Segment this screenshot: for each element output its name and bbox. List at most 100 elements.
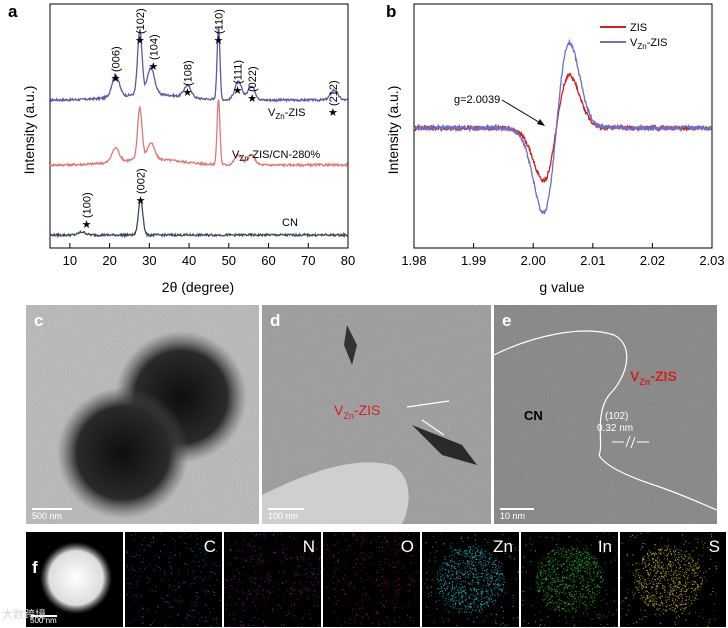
watermark: 大数跨境 — [2, 608, 46, 621]
xrd-plot-frame — [49, 3, 349, 249]
xrd-y-axis-label: Intensity (a.u.) — [21, 86, 37, 175]
svg-text:(104): (104) — [148, 34, 160, 60]
tem-image-d: d VZn-ZIS 100 nm — [262, 305, 491, 524]
scalebar-c — [32, 508, 72, 510]
panel-a-letter: a — [8, 2, 18, 21]
tem-c-render — [26, 305, 259, 524]
g-value-arrowhead — [537, 119, 545, 126]
svg-text:★: ★ — [247, 92, 257, 105]
haadf-f-render — [26, 532, 123, 627]
vzn-zis-label-d: VZn-ZIS — [334, 402, 381, 421]
haadf-image-f: f 500 nm — [26, 532, 123, 627]
vzn-zis-label-e: VZn-ZIS — [630, 368, 677, 387]
svg-text:(212): (212) — [328, 80, 340, 106]
eds-map-n: N — [224, 532, 321, 627]
xrd-x-tick-label: 30 — [142, 253, 156, 268]
xrd-x-axis-label: 2θ (degree) — [162, 279, 234, 295]
tem-d-render — [262, 305, 491, 524]
eds-map-dots — [422, 532, 519, 627]
lattice-spacing-label: 0.32 nm — [597, 423, 634, 434]
lattice-fringe-1 — [625, 435, 631, 448]
xrd-series-label-2: CN — [282, 217, 298, 229]
xrd-x-tick-label: 20 — [102, 253, 116, 268]
eds-map-in: In — [521, 532, 618, 627]
eds-map-dots — [620, 532, 717, 627]
svg-text:(100): (100) — [82, 192, 94, 218]
panel-c-letter: c — [34, 311, 44, 330]
svg-text:★: ★ — [82, 218, 92, 231]
svg-text:(002): (002) — [136, 168, 148, 194]
eds-map-label-s: S — [708, 537, 720, 556]
epr-x-tick-label: 2.02 — [640, 253, 665, 268]
epr-legend-label-1: VZn-ZIS — [630, 37, 667, 51]
xrd-series-line-1 — [49, 99, 349, 169]
g-value-arrow — [501, 99, 543, 125]
xrd-peak-annotation: ★(111) — [233, 60, 245, 97]
epr-x-tick-label: 2.03 — [699, 253, 724, 268]
eds-map-label-n: N — [302, 537, 315, 556]
epr-y-axis-label: Intensity (a.u.) — [385, 86, 401, 175]
xrd-x-tick-label: 80 — [341, 253, 355, 268]
hrtem-e-render — [494, 305, 717, 524]
xrd-series-label-0: VZn-ZIS — [268, 107, 305, 121]
epr-plot-frame — [413, 3, 713, 249]
svg-text:★: ★ — [111, 72, 121, 85]
hrtem-image-e: e CN VZn-ZIS (102) 0.32 nm 10 nm — [494, 305, 717, 524]
svg-text:★: ★ — [328, 106, 338, 119]
zis-cn-boundary — [494, 330, 717, 511]
svg-text:(022): (022) — [247, 66, 259, 92]
vzn-zis-arrows-d — [406, 400, 450, 436]
lattice-plane-label: (102) — [605, 411, 629, 422]
svg-text:(110): (110) — [213, 9, 225, 34]
xrd-x-tick-label: 60 — [261, 253, 275, 268]
xrd-x-tick-label: 70 — [301, 253, 315, 268]
svg-text:(006): (006) — [111, 46, 123, 72]
svg-text:★: ★ — [183, 86, 193, 99]
epr-chart: 1.98 1.99 2.00 2.01 2.02 2.03 ZIS VZn-ZIS g va… — [385, 3, 725, 295]
eds-map-zn: Zn — [422, 532, 519, 627]
svg-text:(102): (102) — [135, 8, 147, 34]
tem-d-flake — [412, 425, 477, 465]
epr-x-tick-label: 1.98 — [401, 253, 426, 268]
xrd-peak-annotation: ★(100) — [82, 192, 94, 231]
svg-text:★: ★ — [135, 34, 145, 47]
xrd-peak-annotation: ★(002) — [136, 168, 148, 207]
panel-b-letter: b — [386, 2, 397, 21]
panel-f-letter: f — [32, 558, 38, 577]
xrd-series-line-2 — [49, 197, 348, 239]
xrd-x-tick-label: 40 — [182, 253, 196, 268]
lattice-fringe-2 — [630, 436, 636, 449]
eds-map-label-zn: Zn — [493, 537, 513, 556]
eds-map-c: C — [125, 532, 222, 627]
eds-map-o: O — [323, 532, 420, 627]
xrd-peak-annotation: ★(212) — [328, 80, 340, 119]
svg-text:★: ★ — [214, 34, 224, 47]
scalebar-f-label: 500 nm — [30, 616, 57, 625]
tem-image-c: c 500 nm — [26, 305, 259, 524]
eds-map-label-c: C — [203, 537, 216, 556]
eds-map-dots — [125, 532, 222, 627]
xrd-peak-annotation: ★(102) — [135, 8, 147, 47]
nanoflower-lower — [57, 387, 189, 519]
epr-series-line-1 — [413, 38, 713, 215]
eds-map-label-in: In — [597, 537, 612, 556]
scalebar-d — [268, 508, 304, 510]
eds-map-dots — [323, 532, 420, 627]
scalebar-d-label: 100 nm — [268, 511, 299, 521]
epr-x-tick-label: 2.01 — [580, 253, 605, 268]
scalebar-e — [500, 508, 534, 510]
svg-text:(111): (111) — [233, 60, 245, 84]
svg-text:★: ★ — [233, 84, 243, 97]
cn-region-label: CN — [524, 408, 543, 423]
panel-e-letter: e — [502, 311, 512, 330]
svg-text:★: ★ — [148, 60, 158, 73]
xrd-series-label-1: VZn-ZIS/CN-280% — [232, 149, 320, 163]
epr-x-tick-label: 2.00 — [521, 253, 546, 268]
svg-text:★: ★ — [136, 194, 146, 207]
scalebar-e-label: 10 nm — [500, 511, 526, 521]
eds-map-dots — [224, 532, 321, 627]
xrd-peak-annotation: ★(022) — [247, 66, 259, 105]
g-value-annotation: g=2.0039 — [454, 94, 500, 106]
tem-d-flake-2 — [344, 325, 357, 365]
eds-map-dots — [521, 532, 618, 627]
